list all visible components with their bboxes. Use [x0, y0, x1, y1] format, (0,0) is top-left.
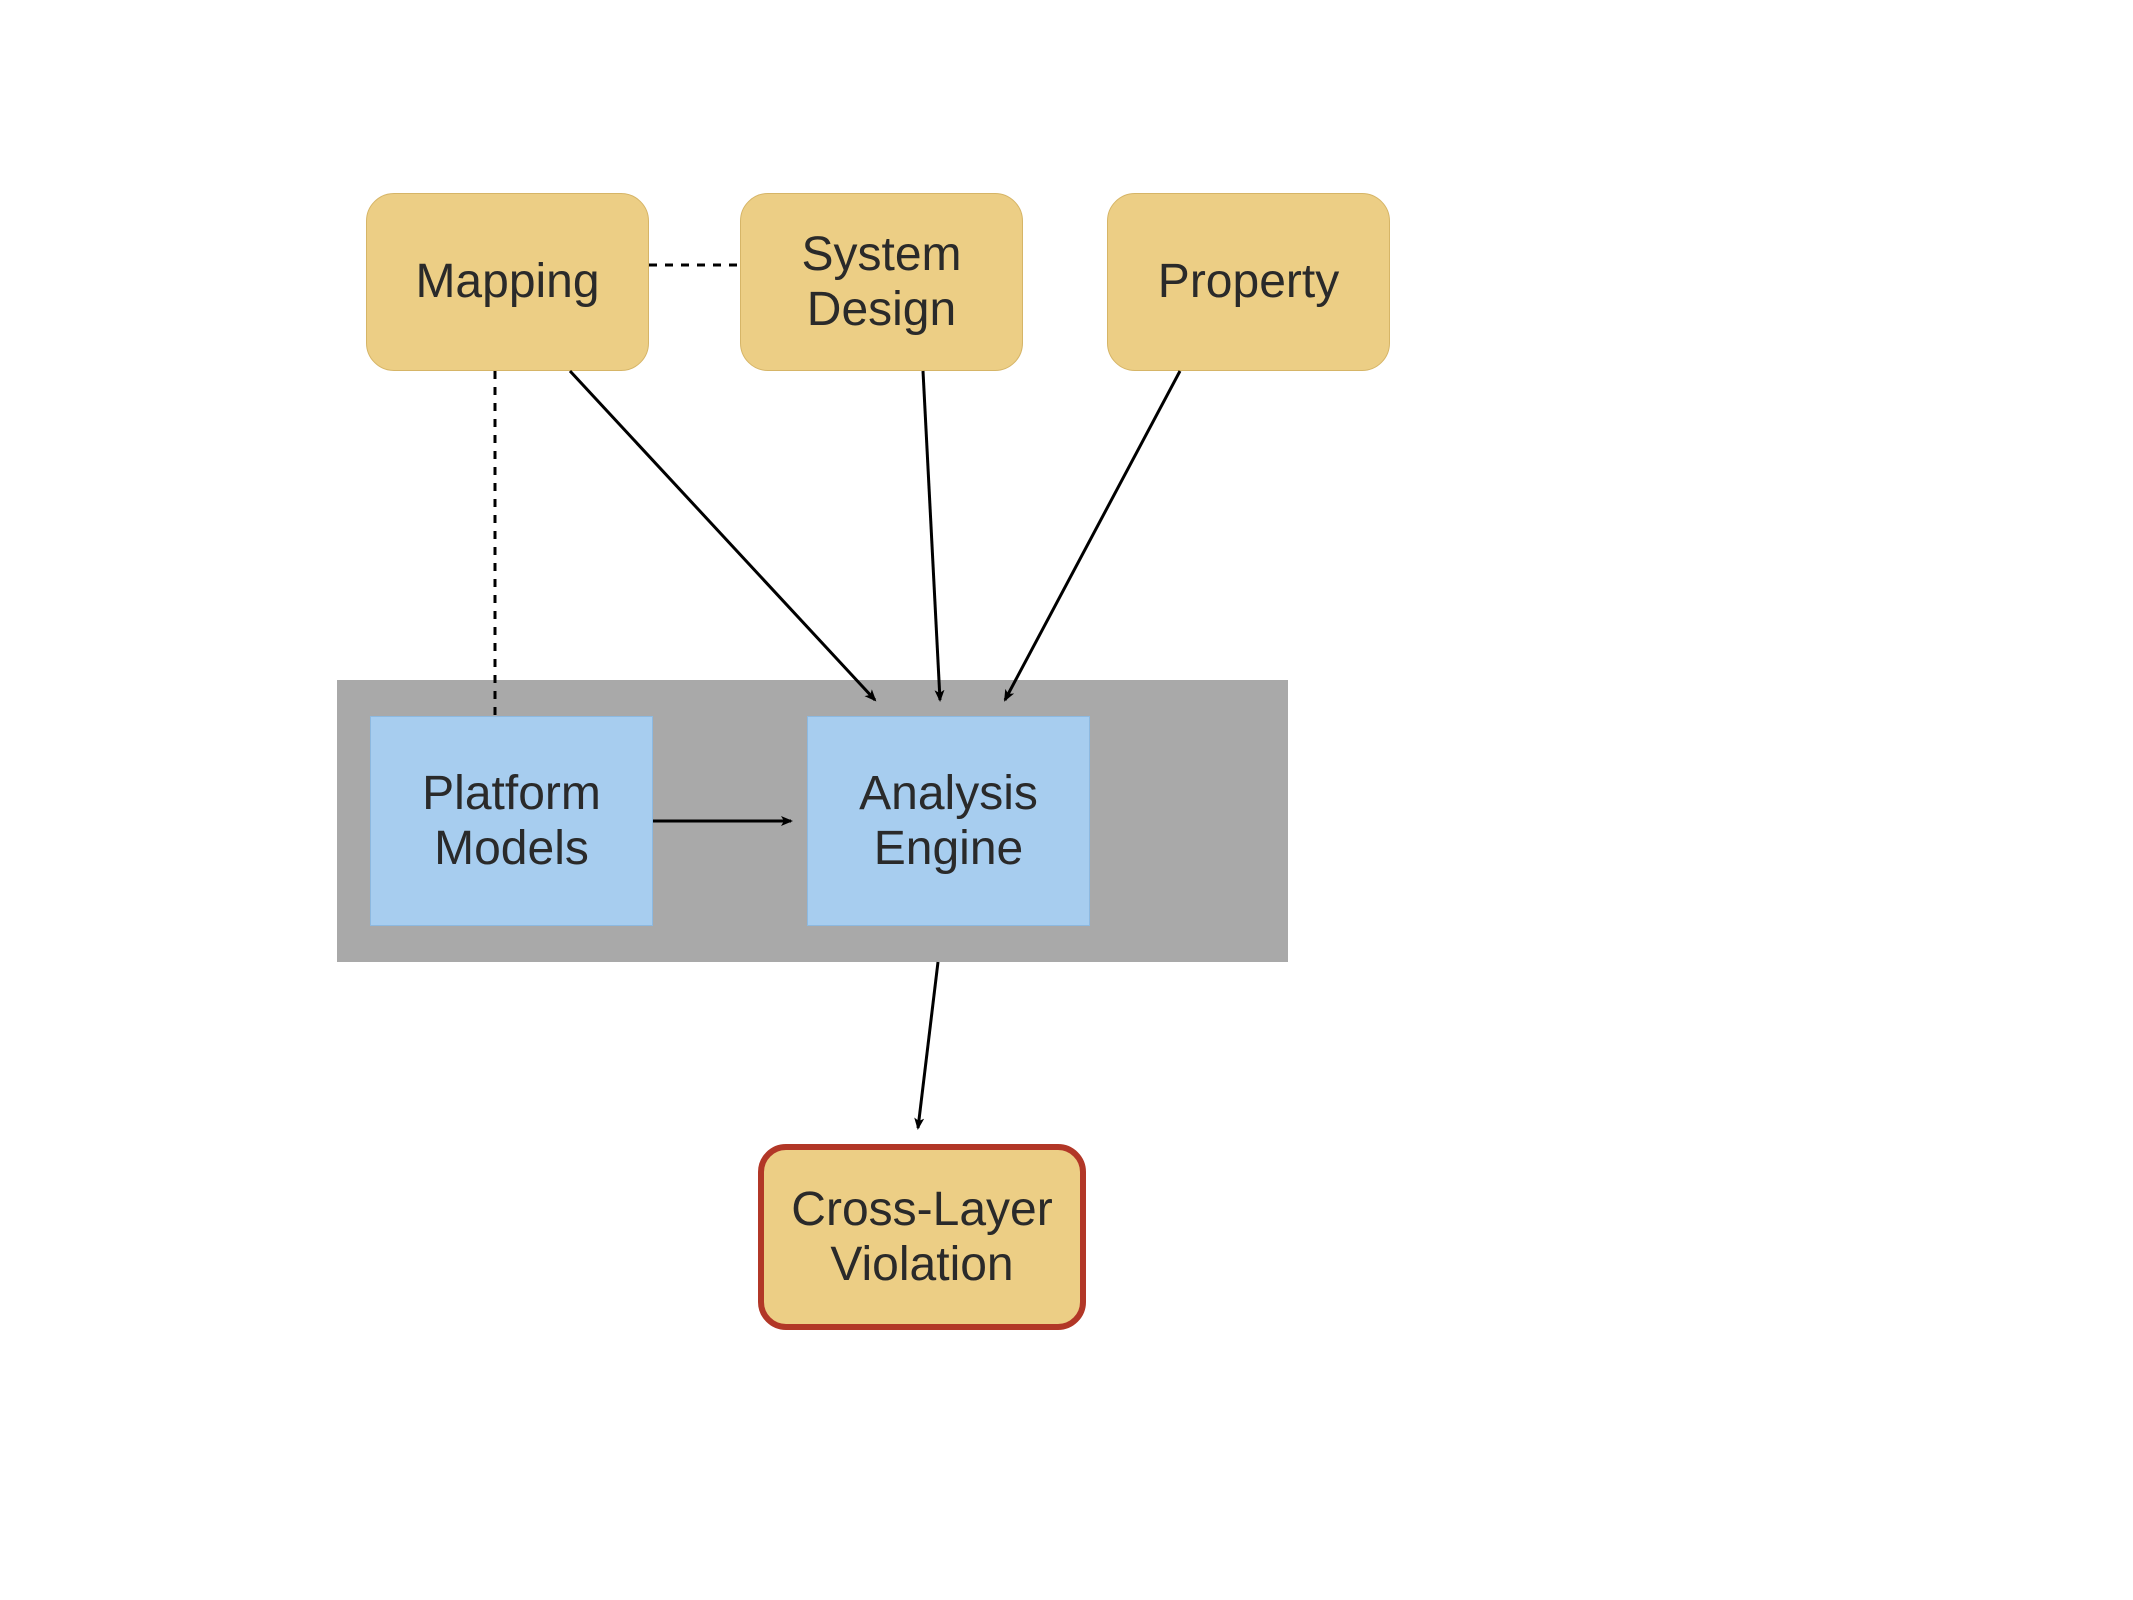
node-label: Analysis Engine [859, 766, 1038, 876]
edge-system_design-to-analysis_engine [923, 371, 940, 700]
edge-analysis_engine-to-cross_layer [918, 962, 938, 1128]
node-label: Platform Models [422, 766, 601, 876]
node-label: Mapping [415, 254, 599, 309]
node-label: System Design [801, 227, 961, 337]
node-label: Cross-Layer Violation [791, 1182, 1052, 1292]
edge-mapping-to-analysis_engine [570, 371, 875, 700]
node-label: Property [1158, 254, 1339, 309]
flowchart-diagram: Mapping System Design Property Platform … [0, 0, 2133, 1600]
node-analysis-engine: Analysis Engine [807, 716, 1090, 926]
edge-property-to-analysis_engine [1005, 371, 1180, 700]
node-property: Property [1107, 193, 1390, 371]
node-platform-models: Platform Models [370, 716, 653, 926]
node-mapping: Mapping [366, 193, 649, 371]
node-cross-layer-violation: Cross-Layer Violation [758, 1144, 1086, 1330]
node-system-design: System Design [740, 193, 1023, 371]
